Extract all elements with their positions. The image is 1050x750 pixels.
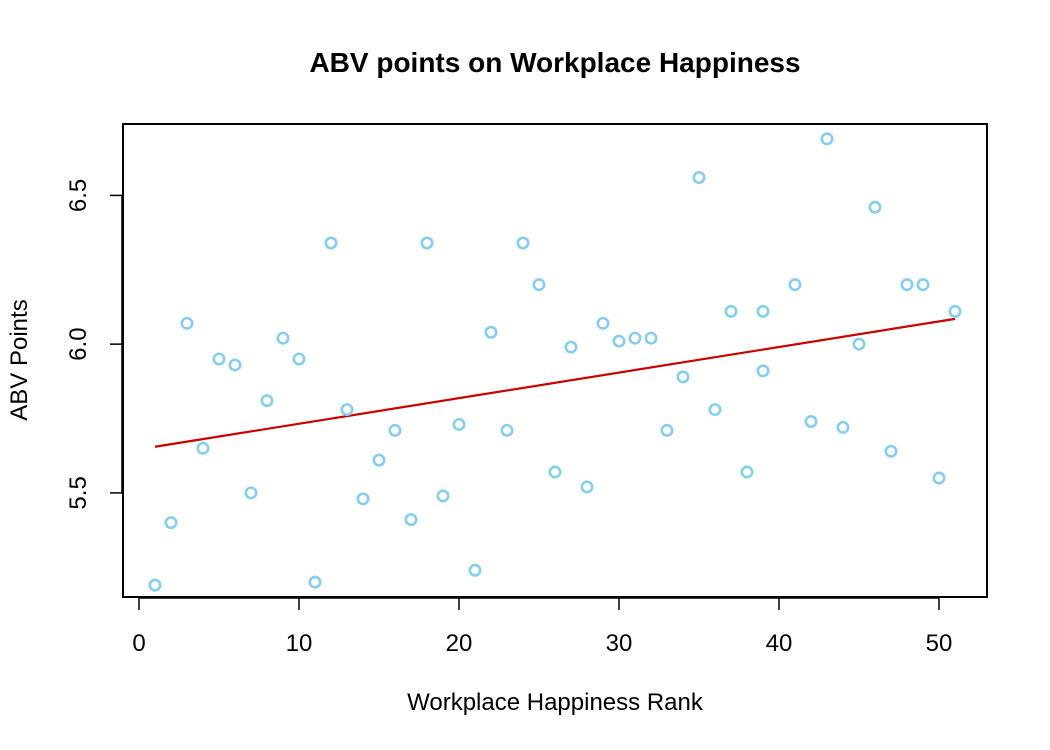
- data-point: [532, 278, 546, 292]
- data-point: [324, 236, 338, 250]
- data-point: [644, 331, 658, 345]
- data-point: [516, 236, 530, 250]
- data-point: [868, 200, 882, 214]
- data-point: [596, 316, 610, 330]
- data-point: [628, 331, 642, 345]
- data-point: [676, 370, 690, 384]
- x-axis-label: Workplace Happiness Rank: [407, 689, 704, 716]
- plot-frame: [122, 123, 988, 598]
- data-point: [708, 403, 722, 417]
- data-point: [724, 304, 738, 318]
- data-point: [580, 480, 594, 494]
- data-point: [388, 423, 402, 437]
- data-point: [420, 236, 434, 250]
- y-axis-label: ABV Points: [6, 299, 33, 420]
- data-point: [436, 489, 450, 503]
- data-point: [404, 513, 418, 527]
- data-point: [788, 278, 802, 292]
- data-point: [212, 352, 226, 366]
- data-point: [372, 453, 386, 467]
- data-point: [276, 331, 290, 345]
- data-point: [932, 471, 946, 485]
- data-point: [836, 420, 850, 434]
- data-point: [548, 465, 562, 479]
- data-point: [180, 316, 194, 330]
- y-tick-label: 6.0: [65, 327, 92, 360]
- x-tick-label: 50: [926, 630, 953, 657]
- data-point: [356, 492, 370, 506]
- data-point: [468, 563, 482, 577]
- data-point: [260, 394, 274, 408]
- x-tick-label: 40: [766, 630, 793, 657]
- trend-line-layer: [154, 317, 956, 448]
- trend-line: [154, 317, 956, 448]
- x-tick-label: 10: [286, 630, 313, 657]
- x-tick-label: 0: [132, 630, 145, 657]
- data-point: [452, 417, 466, 431]
- y-tick-label: 5.5: [65, 476, 92, 509]
- data-point: [660, 423, 674, 437]
- data-point: [756, 304, 770, 318]
- data-point: [196, 441, 210, 455]
- chart-title: ABV points on Workplace Happiness: [309, 47, 800, 78]
- data-point: [852, 337, 866, 351]
- data-point: [612, 334, 626, 348]
- data-point: [948, 304, 962, 318]
- data-point: [292, 352, 306, 366]
- data-point: [564, 340, 578, 354]
- data-point: [308, 575, 322, 589]
- data-point: [148, 578, 162, 592]
- data-point: [884, 444, 898, 458]
- data-point: [804, 414, 818, 428]
- x-axis: 0 10 20 30 40 50: [132, 597, 953, 657]
- data-point: [820, 132, 834, 146]
- points-layer: [148, 132, 962, 592]
- data-point: [900, 278, 914, 292]
- data-point: [244, 486, 258, 500]
- data-point: [740, 465, 754, 479]
- x-tick-label: 20: [446, 630, 473, 657]
- data-point: [484, 325, 498, 339]
- data-point: [164, 516, 178, 530]
- y-tick-label: 6.5: [65, 179, 92, 212]
- data-point: [756, 364, 770, 378]
- data-point: [916, 278, 930, 292]
- data-point: [500, 423, 514, 437]
- data-point: [228, 358, 242, 372]
- y-axis: 5.5 6.0 6.5: [65, 179, 123, 510]
- data-point: [340, 403, 354, 417]
- data-point: [692, 171, 706, 185]
- x-tick-label: 30: [606, 630, 633, 657]
